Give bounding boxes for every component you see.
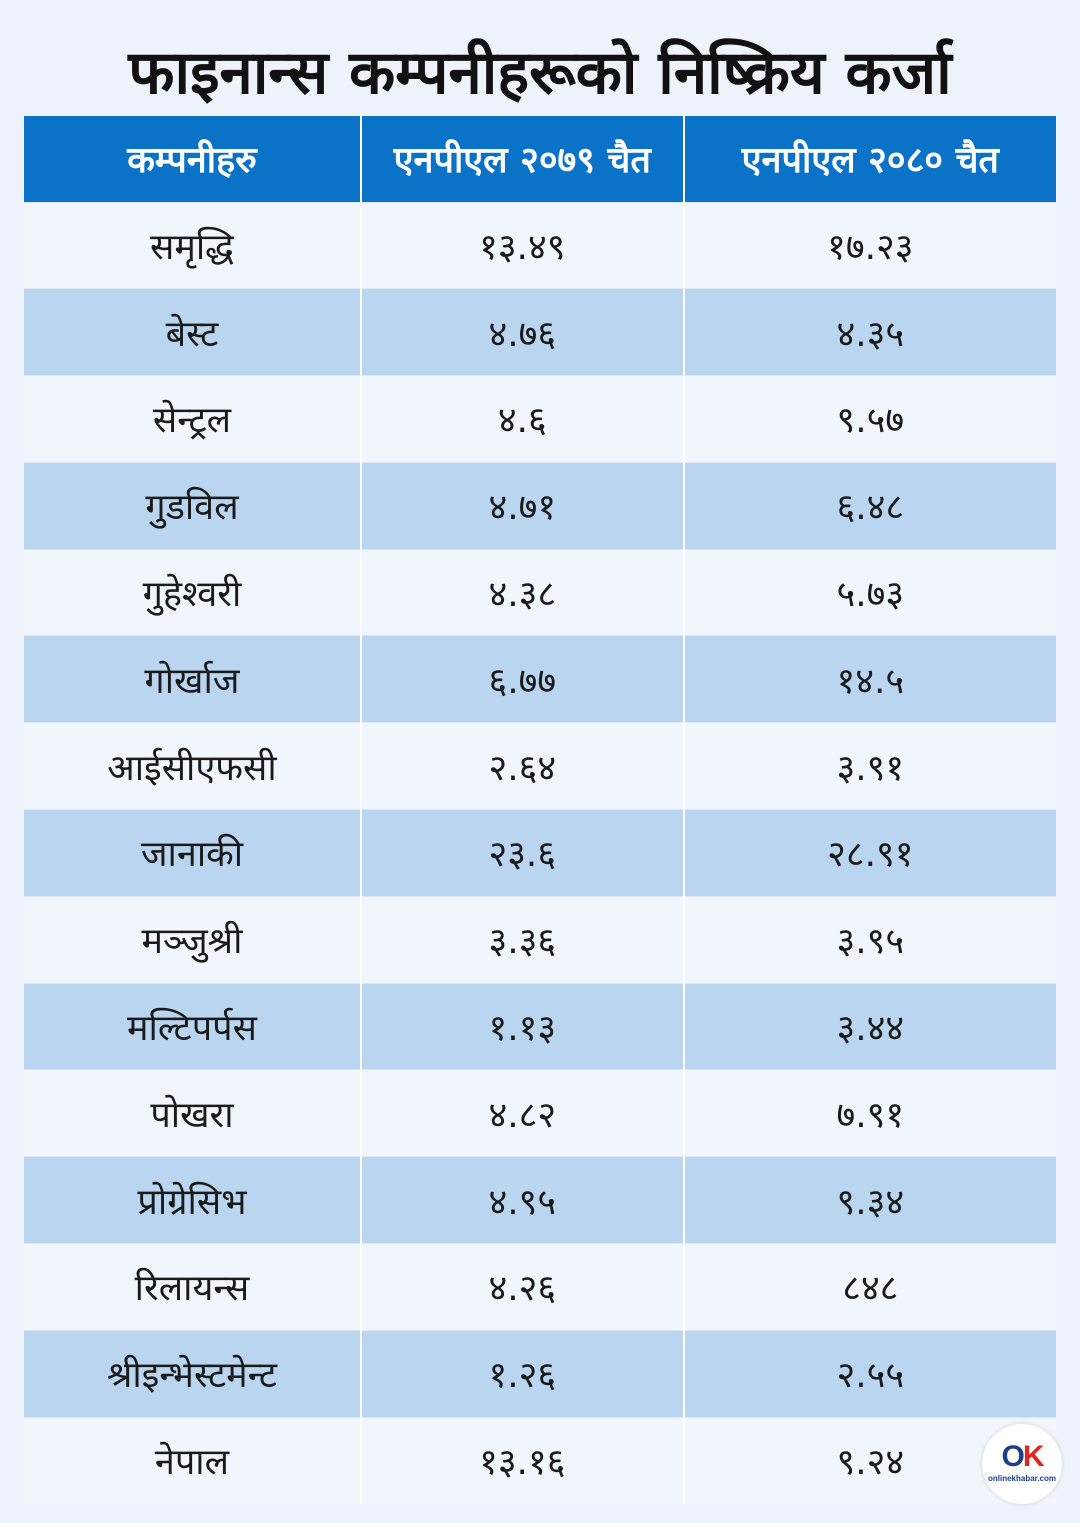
page-title: फाइनान्स कम्पनीहरूको निष्क्रिय कर्जा bbox=[128, 38, 952, 108]
cell-npl-2080: ३.९५ bbox=[836, 921, 905, 963]
cell-npl-2079: २३.६ bbox=[360, 809, 685, 897]
cell-npl-2079: ४.७६ bbox=[360, 288, 685, 376]
cell-npl-2079: १३.१६ bbox=[360, 1417, 685, 1504]
header-npl-2079: एनपीएल २०७९ चैत bbox=[360, 116, 685, 202]
cell-npl-2080: ९.५७ bbox=[836, 400, 905, 442]
cell-company: पोखरा bbox=[24, 1069, 362, 1157]
cell-npl-2080: ३.९१ bbox=[836, 747, 905, 789]
npl-table: कम्पनीहरु एनपीएल २०७९ चैत एनपीएल २०८० चै… bbox=[24, 116, 1056, 1504]
cell-company: समृद्धि bbox=[24, 202, 362, 289]
table-row: नेपाल १३.१६ ९.२४ bbox=[24, 1417, 1056, 1504]
cell-company: आईसीएफसी bbox=[24, 722, 362, 810]
table-row: गुडविल ४.७१ ६.४८ bbox=[24, 462, 1056, 550]
cell-npl-2080: ९.२४ bbox=[836, 1442, 905, 1484]
table-row: मल्टिपर्पस १.१३ ३.४४ bbox=[24, 983, 1056, 1070]
cell-company: प्रोग्रेसिभ bbox=[24, 1156, 362, 1244]
cell-npl-2079: १३.४९ bbox=[360, 202, 685, 289]
cell-npl-2079: ४.६ bbox=[360, 375, 685, 463]
cell-npl-2080: १७.२३ bbox=[827, 226, 914, 268]
table-row: पोखरा ४.८२ ७.९१ bbox=[24, 1069, 1056, 1157]
table-row: रिलायन्स ४.२६ ८४८ bbox=[24, 1243, 1056, 1331]
logo-text: onlinekhabar.com bbox=[987, 1474, 1057, 1483]
cell-npl-2080: १४.५ bbox=[836, 660, 905, 702]
table-row: बेस्ट ४.७६ ४.३५ bbox=[24, 288, 1056, 376]
table-header-row: कम्पनीहरु एनपीएल २०७९ चैत एनपीएल २०८० चै… bbox=[24, 116, 1056, 202]
cell-company: गोर्खाज bbox=[24, 635, 362, 723]
cell-npl-2080: ४.३५ bbox=[836, 313, 905, 355]
header-companies: कम्पनीहरु bbox=[24, 116, 362, 202]
cell-company: बेस्ट bbox=[24, 288, 362, 376]
cell-company: गुडविल bbox=[24, 462, 362, 550]
cell-npl-2079: ४.९५ bbox=[360, 1156, 685, 1244]
table-row: जानाकी २३.६ २८.९१ bbox=[24, 809, 1056, 897]
table-row: समृद्धि १३.४९ १७.२३ bbox=[24, 202, 1056, 289]
cell-company: गुहेश्वरी bbox=[24, 549, 362, 636]
cell-npl-2079: ६.७७ bbox=[360, 635, 685, 723]
cell-npl-2080: ३.४४ bbox=[836, 1008, 905, 1050]
cell-npl-2079: ४.२६ bbox=[360, 1243, 685, 1331]
cell-npl-2079: २.६४ bbox=[360, 722, 685, 810]
cell-company: श्रीइन्भेस्टमेन्ट bbox=[24, 1330, 362, 1418]
cell-npl-2080: ५.७३ bbox=[836, 574, 905, 616]
cell-npl-2079: ३.३६ bbox=[360, 896, 685, 984]
cell-company: रिलायन्स bbox=[24, 1243, 362, 1331]
logo-mark: OK bbox=[1001, 1440, 1044, 1473]
cell-company: नेपाल bbox=[24, 1417, 362, 1504]
cell-npl-2080: २.५५ bbox=[836, 1355, 905, 1397]
cell-company: जानाकी bbox=[24, 809, 362, 897]
table-row: प्रोग्रेसिभ ४.९५ ९.३४ bbox=[24, 1156, 1056, 1244]
table-row: मञ्जुश्री ३.३६ ३.९५ bbox=[24, 896, 1056, 984]
cell-npl-2080: ७.९१ bbox=[836, 1094, 905, 1136]
cell-npl-2079: ४.७१ bbox=[360, 462, 685, 550]
cell-npl-2079: ४.८२ bbox=[360, 1069, 685, 1157]
table-row: आईसीएफसी २.६४ ३.९१ bbox=[24, 722, 1056, 810]
cell-npl-2080: ९.३४ bbox=[836, 1181, 905, 1223]
cell-company: मञ्जुश्री bbox=[24, 896, 362, 984]
cell-npl-2080: २८.९१ bbox=[827, 834, 914, 876]
table-row: श्रीइन्भेस्टमेन्ट १.२६ २.५५ bbox=[24, 1330, 1056, 1418]
cell-company: सेन्ट्रल bbox=[24, 375, 362, 463]
cell-npl-2080: ८४८ bbox=[842, 1268, 899, 1310]
table-body: समृद्धि १३.४९ १७.२३ बेस्ट ४.७६ ४.३५ सेन्ट्रल ४.… bbox=[24, 202, 1056, 1504]
onlinekhabar-logo: OK onlinekhabar.com bbox=[982, 1424, 1062, 1504]
cell-npl-2079: ४.३८ bbox=[360, 549, 685, 636]
table-row: गुहेश्वरी ४.३८ ५.७३ bbox=[24, 549, 1056, 636]
cell-company: मल्टिपर्पस bbox=[24, 983, 362, 1070]
cell-npl-2079: १.२६ bbox=[360, 1330, 685, 1418]
header-npl-2080: एनपीएल २०८० चैत bbox=[741, 140, 999, 182]
cell-npl-2080: ६.४८ bbox=[836, 487, 905, 529]
table-row: गोर्खाज ६.७७ १४.५ bbox=[24, 635, 1056, 723]
table-row: सेन्ट्रल ४.६ ९.५७ bbox=[24, 375, 1056, 463]
cell-npl-2079: १.१३ bbox=[360, 983, 685, 1070]
